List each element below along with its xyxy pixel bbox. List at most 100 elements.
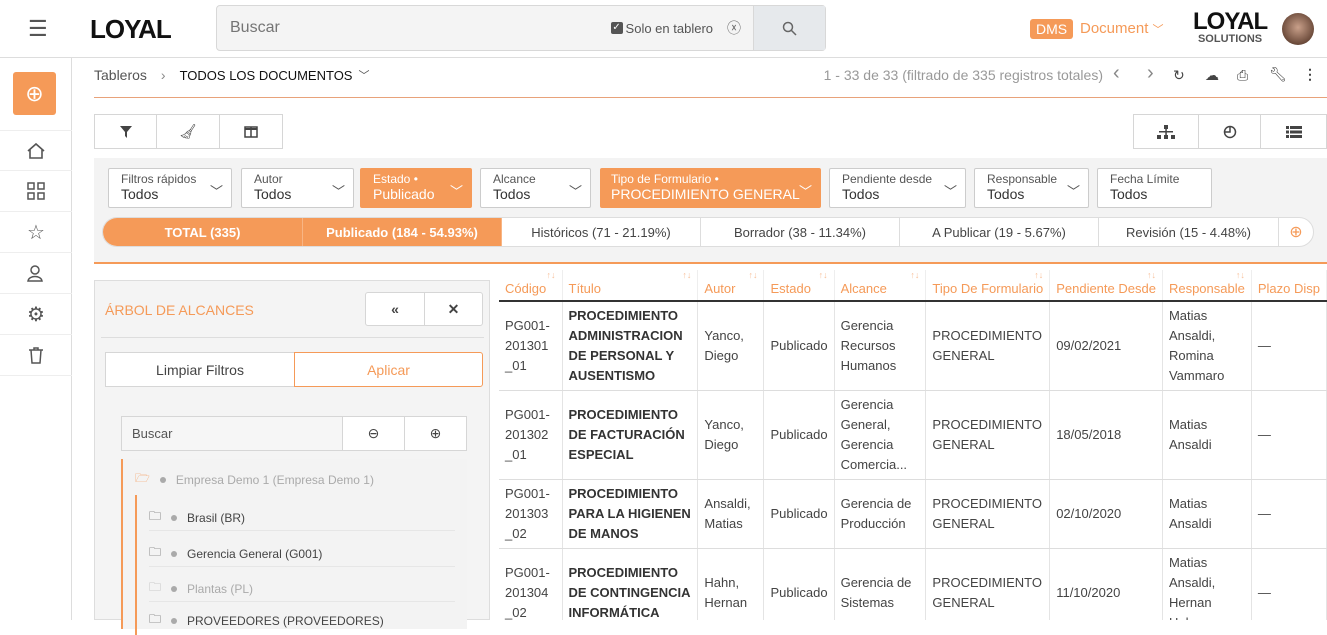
- sidebar-item-favorites[interactable]: ☆: [0, 212, 72, 253]
- tree-search-input[interactable]: Buscar: [121, 416, 343, 451]
- sort-icon[interactable]: ↑↓: [1034, 270, 1044, 280]
- filter-responsable[interactable]: Responsable Todos ﹀: [974, 168, 1089, 208]
- sidebar-item-dashboard[interactable]: [0, 171, 72, 212]
- documents-table-wrapper: ↑↓ Código ↑↓ Título ↑↓ Autor ↑↓ Estado ↑↓ Alcance…: [499, 270, 1327, 620]
- column-header[interactable]: ↑↓ Código: [499, 270, 563, 302]
- table-cell: PROCEDIMIENTO ADMINISTRACION DE PERSONAL…: [562, 301, 699, 391]
- active-dot-icon: •: [714, 172, 719, 186]
- column-header[interactable]: ↑↓ Título: [562, 270, 699, 302]
- filter-alcance[interactable]: Alcance Todos ﹀: [480, 168, 591, 208]
- search-input[interactable]: [217, 6, 611, 50]
- chevron-down-icon[interactable]: ﹀: [358, 70, 370, 82]
- sort-icon[interactable]: ↑↓: [682, 270, 692, 280]
- cloud-download-icon[interactable]: ☁: [1205, 67, 1219, 83]
- tree-root: 🗁︎ Empresa Demo 1 (Empresa Demo 1) 🗀︎ Bras…: [121, 459, 467, 635]
- sort-icon[interactable]: ↑↓: [1146, 270, 1156, 280]
- column-header[interactable]: Plazo Disp: [1251, 270, 1327, 302]
- column-header[interactable]: ↑↓ Tipo De Formulario: [925, 270, 1051, 302]
- list-view-button[interactable]: [1260, 114, 1327, 149]
- clean-filters-button[interactable]: 🧹︎: [156, 114, 220, 149]
- sort-icon[interactable]: ↑↓: [818, 270, 828, 280]
- clear-search-icon[interactable]: ⓧ: [727, 20, 741, 36]
- close-panel-button[interactable]: ✕: [424, 292, 483, 326]
- filter-estado[interactable]: Estado • Publicado ﹀: [360, 168, 472, 208]
- close-icon: ✕: [447, 300, 460, 317]
- print-icon[interactable]: ⎙: [1237, 67, 1249, 83]
- filter-fecha-limite[interactable]: Fecha Límite Todos: [1097, 168, 1212, 208]
- tree-node[interactable]: 🗀︎ Plantas (PL): [149, 576, 455, 602]
- chart-view-button[interactable]: [1198, 114, 1261, 149]
- chevron-down-icon: ﹀: [1152, 24, 1164, 36]
- column-header[interactable]: ↑↓ Autor: [697, 270, 765, 302]
- next-page-icon[interactable]: ›: [1147, 62, 1154, 84]
- stat-publicado[interactable]: Publicado (184 - 54.93%): [303, 218, 502, 246]
- double-chevron-left-icon: «: [391, 301, 399, 317]
- refresh-icon[interactable]: ↻: [1173, 67, 1185, 83]
- filter-value: Todos: [1110, 186, 1148, 202]
- add-button[interactable]: ⊕: [13, 72, 56, 115]
- table-cell: Gerencia de Producción: [834, 479, 927, 549]
- sort-icon[interactable]: ↑↓: [1235, 270, 1245, 280]
- table-row[interactable]: PG001-201303_02 PROCEDIMIENTO PARA LA HIG…: [499, 479, 1327, 549]
- filter-quick[interactable]: Filtros rápidos Todos ﹀: [108, 168, 232, 208]
- columns-button[interactable]: [219, 114, 283, 149]
- tree-node[interactable]: 🗀︎ PROVEEDORES (PROVEEDORES): [149, 610, 384, 631]
- breadcrumb-current[interactable]: TODOS LOS DOCUMENTOS: [179, 67, 353, 83]
- filter-value: Todos: [254, 186, 292, 202]
- column-header[interactable]: ↑↓ Pendiente Desde: [1049, 270, 1163, 302]
- solo-en-tablero-checkbox[interactable]: ✓ Solo en tablero: [610, 21, 713, 36]
- sort-icon[interactable]: ↑↓: [546, 270, 556, 280]
- clear-filters-button[interactable]: Limpiar Filtros: [105, 352, 295, 387]
- table-row[interactable]: PG001-201302_01 PROCEDIMIENTO DE FACTURAC…: [499, 390, 1327, 480]
- table-cell: PROCEDIMIENTO GENERAL: [925, 479, 1051, 549]
- breadcrumb-root[interactable]: Tableros: [94, 67, 147, 83]
- column-header[interactable]: ↑↓ Responsable: [1162, 270, 1252, 302]
- sidebar-item-trash[interactable]: [0, 335, 72, 376]
- stat-revision[interactable]: Revisión (15 - 4.48%): [1099, 218, 1279, 246]
- sort-icon[interactable]: ↑↓: [748, 270, 758, 280]
- sort-icon[interactable]: ↑↓: [910, 270, 920, 280]
- stat-total[interactable]: TOTAL (335): [103, 218, 303, 246]
- table-row[interactable]: PG001-201304_02 PROCEDIMIENTO DE CONTINGE…: [499, 548, 1327, 620]
- more-options-icon[interactable]: ⋮: [1303, 66, 1317, 82]
- stat-borrador[interactable]: Borrador (38 - 11.34%): [701, 218, 900, 246]
- collapse-all-button[interactable]: ⊖: [342, 416, 405, 451]
- expand-all-button[interactable]: ⊕: [404, 416, 467, 451]
- column-header[interactable]: ↑↓ Alcance: [834, 270, 927, 302]
- search-button[interactable]: [753, 6, 825, 50]
- hierarchy-view-button[interactable]: [1133, 114, 1199, 149]
- stat-historicos[interactable]: Históricos (71 - 21.19%): [502, 218, 701, 246]
- avatar[interactable]: [1282, 13, 1314, 45]
- sidebar-item-home[interactable]: [0, 130, 72, 171]
- pagination-summary: 1 - 33 de 33 (filtrado de 335 registros …: [823, 67, 1103, 83]
- tree-node[interactable]: 🗁︎ Empresa Demo 1 (Empresa Demo 1): [135, 469, 374, 490]
- list-icon: [1285, 125, 1302, 138]
- filter-label: Fecha Límite: [1110, 172, 1180, 186]
- sidebar-item-settings[interactable]: ⚙: [0, 294, 72, 335]
- apply-button[interactable]: Aplicar: [294, 352, 483, 387]
- tree-node[interactable]: 🗀︎ Brasil (BR): [149, 505, 455, 531]
- tree-node[interactable]: 🗀︎ Gerencia General (G001): [149, 541, 455, 567]
- table-cell: —: [1251, 301, 1327, 391]
- wrench-icon[interactable]: 🔧︎: [1269, 66, 1287, 82]
- add-stat-icon[interactable]: ⊕: [1289, 224, 1303, 241]
- brand-logo: LOYAL SOLUTIONS: [1193, 10, 1268, 45]
- filter-tipo-formulario[interactable]: Tipo de Formulario • PROCEDIMIENTO GENERA…: [600, 168, 821, 208]
- table-row[interactable]: PG001-201301_01 PROCEDIMIENTO ADMINISTRAC…: [499, 301, 1327, 391]
- filter-autor[interactable]: Autor Todos ﹀: [241, 168, 354, 208]
- stat-a-publicar[interactable]: A Publicar (19 - 5.67%): [900, 218, 1099, 246]
- prev-page-icon[interactable]: ‹: [1113, 62, 1120, 84]
- hamburger-menu-icon[interactable]: ☰: [28, 16, 48, 41]
- filter-pendiente-desde[interactable]: Pendiente desde Todos ﹀: [829, 168, 966, 208]
- sidebar-item-users[interactable]: [0, 253, 72, 294]
- filter-button[interactable]: [94, 114, 157, 149]
- table-cell: PROCEDIMIENTO GENERAL: [925, 301, 1051, 391]
- collapse-panel-button[interactable]: «: [365, 292, 425, 326]
- module-dropdown[interactable]: Document ﹀: [1080, 20, 1164, 37]
- gear-icon: ⚙: [27, 303, 45, 326]
- table-cell: Matias Ansaldi, Romina Vammaro: [1162, 301, 1252, 391]
- column-header[interactable]: ↑↓ Estado: [763, 270, 835, 302]
- table-cell: PG001-201304_02: [499, 548, 563, 620]
- sitemap-icon: [1157, 124, 1175, 139]
- dot-icon: [171, 514, 178, 521]
